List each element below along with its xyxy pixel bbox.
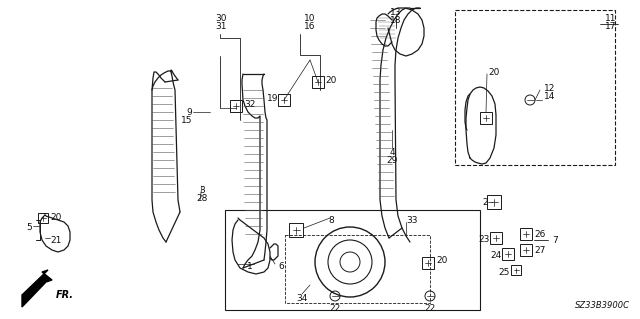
Text: 24: 24 xyxy=(491,251,502,260)
Text: 22: 22 xyxy=(424,304,436,313)
Bar xyxy=(312,76,324,88)
Text: 13: 13 xyxy=(390,8,402,17)
Text: 9: 9 xyxy=(186,108,192,117)
Bar xyxy=(520,228,532,240)
Bar xyxy=(490,232,502,244)
Text: 11: 11 xyxy=(605,14,616,23)
Text: 27: 27 xyxy=(534,246,545,255)
Polygon shape xyxy=(22,270,52,307)
Text: 3: 3 xyxy=(199,186,205,195)
Bar xyxy=(38,213,48,223)
Text: 26: 26 xyxy=(534,230,545,239)
Text: 34: 34 xyxy=(296,294,308,303)
Text: 6: 6 xyxy=(278,262,284,271)
Bar xyxy=(230,100,242,112)
Text: 18: 18 xyxy=(390,16,402,25)
Text: 20: 20 xyxy=(488,68,499,77)
Text: 2: 2 xyxy=(483,198,488,207)
Text: 8: 8 xyxy=(328,216,334,225)
Text: 15: 15 xyxy=(180,116,192,125)
Text: 20: 20 xyxy=(436,256,447,265)
Text: 20: 20 xyxy=(50,213,61,222)
Text: 22: 22 xyxy=(330,304,340,313)
Text: 4: 4 xyxy=(389,148,395,157)
Text: 12: 12 xyxy=(544,84,556,93)
Text: 5: 5 xyxy=(26,223,32,232)
Text: 28: 28 xyxy=(196,194,208,203)
Text: 19: 19 xyxy=(266,94,278,103)
Text: 21: 21 xyxy=(50,236,61,245)
Bar xyxy=(285,235,430,303)
Text: 7: 7 xyxy=(552,236,557,245)
Text: SZ33B3900C: SZ33B3900C xyxy=(575,301,630,310)
Text: FR.: FR. xyxy=(56,290,74,300)
Bar xyxy=(480,112,492,124)
Bar xyxy=(487,195,501,209)
Text: 10: 10 xyxy=(304,14,316,23)
Bar xyxy=(502,248,514,260)
Bar xyxy=(455,10,615,165)
Text: 14: 14 xyxy=(544,92,556,101)
Text: 29: 29 xyxy=(387,156,397,165)
Bar xyxy=(520,244,532,256)
Text: 16: 16 xyxy=(304,22,316,31)
Text: 20: 20 xyxy=(325,76,337,85)
Text: 23: 23 xyxy=(479,235,490,244)
Bar xyxy=(289,223,303,237)
Text: 17: 17 xyxy=(605,22,616,31)
Text: 25: 25 xyxy=(499,268,510,277)
Bar xyxy=(511,265,521,275)
Text: 31: 31 xyxy=(215,22,227,31)
Text: 1: 1 xyxy=(247,262,253,271)
Text: 32: 32 xyxy=(244,100,255,109)
Bar xyxy=(422,257,434,269)
Text: 33: 33 xyxy=(406,216,417,225)
Bar xyxy=(278,94,290,106)
Text: 30: 30 xyxy=(215,14,227,23)
Bar xyxy=(225,210,480,310)
